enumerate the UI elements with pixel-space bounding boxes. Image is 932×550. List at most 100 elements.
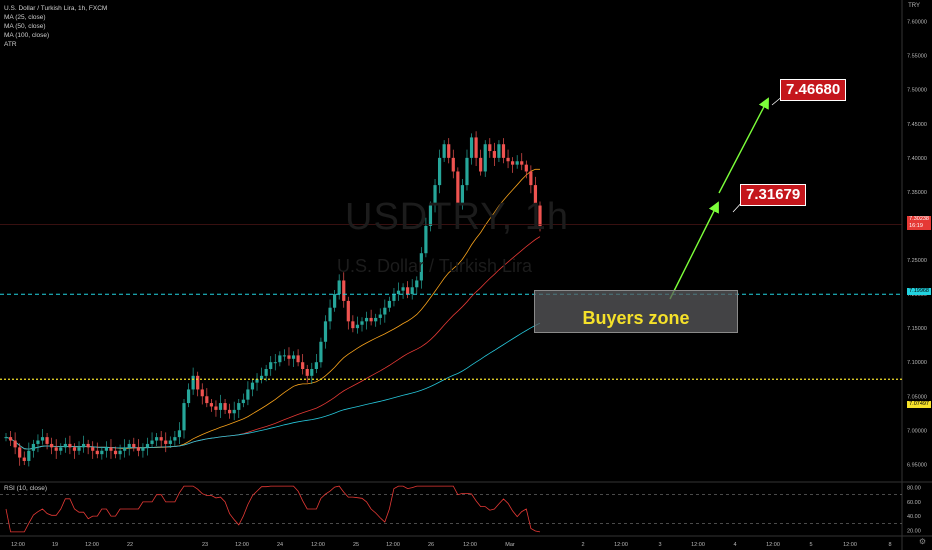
currency-label: TRY <box>908 3 920 9</box>
candle-body <box>337 280 341 295</box>
candle-body <box>54 447 58 451</box>
candle-body <box>442 144 446 158</box>
candle-body <box>186 389 191 404</box>
candle-body <box>282 355 287 357</box>
candle-body <box>182 403 186 431</box>
candle-body <box>269 362 273 370</box>
yellow-level-tag: 7.07497 <box>907 401 931 408</box>
candle-body <box>406 287 410 295</box>
candle-body <box>333 294 337 308</box>
candle-body <box>31 443 35 451</box>
current-price-value: 7.30238 <box>909 216 929 222</box>
candle-body <box>364 317 369 322</box>
candle-body <box>465 157 469 186</box>
candle-body <box>415 280 419 288</box>
candle-body <box>392 294 396 301</box>
candle-body <box>287 355 291 359</box>
rsi-tick-label: 20.00 <box>907 528 921 534</box>
candle-body <box>492 151 496 158</box>
candle-body <box>63 443 67 448</box>
candle-body <box>506 157 510 162</box>
candle-body <box>488 144 492 152</box>
candle-body <box>355 324 360 329</box>
current-price-timer: 16:19 <box>909 223 923 229</box>
candle-body <box>474 137 478 158</box>
candle-body <box>95 450 99 455</box>
x-axis: 12:00 19 12:00 22 23 12:00 24 12:00 25 12:00 26 12:… <box>11 542 891 548</box>
buyers-zone-label: Buyers zone <box>582 308 690 328</box>
legend-ma50: MA (50, close) <box>4 23 46 30</box>
target-callout-1: 7.46680 <box>780 79 847 101</box>
cyan-level-tag: 7.19968 <box>907 288 931 295</box>
x-tick-label: 26 <box>428 542 434 548</box>
candle-body <box>113 450 118 455</box>
chart-legend: U.S. Dollar / Turkish Lira, 1h, FXCM MA … <box>4 4 107 49</box>
rsi-line <box>5 485 541 533</box>
candle-body <box>469 137 474 158</box>
candle-body <box>369 317 373 322</box>
y-tick-label: 7.60000 <box>907 20 927 26</box>
candle-body <box>164 440 168 444</box>
candle-body <box>460 185 465 206</box>
legend-title: U.S. Dollar / Turkish Lira, 1h, FXCM <box>4 5 108 12</box>
x-tick-label: 12:00 <box>843 542 857 548</box>
level-lines <box>0 224 902 380</box>
candle-body <box>437 157 442 186</box>
y-tick-label: 7.40000 <box>907 156 927 162</box>
x-tick-label: 12:00 <box>386 542 400 548</box>
candle-body <box>81 443 86 448</box>
candle-body <box>305 369 309 376</box>
candle-body <box>191 375 195 390</box>
x-tick-label: 12:00 <box>614 542 628 548</box>
x-tick-label: 12:00 <box>691 542 705 548</box>
candle-body <box>301 362 305 370</box>
candle-body <box>59 447 63 451</box>
candle-body <box>241 399 245 404</box>
candle-body <box>36 440 40 444</box>
candle-body <box>118 450 122 455</box>
candle-body <box>4 437 8 439</box>
candle-body <box>218 403 223 410</box>
x-tick-label: 5 <box>809 542 812 548</box>
candle-body <box>296 355 300 363</box>
y-tick-label: 7.35000 <box>907 190 927 196</box>
legend-ma100: MA (100, close) <box>4 32 50 39</box>
candle-body <box>150 440 154 444</box>
candle-body <box>237 403 241 410</box>
y-tick-label: 7.15000 <box>907 326 927 332</box>
x-tick-label: 22 <box>127 542 133 548</box>
candle-body <box>310 369 314 376</box>
candle-body <box>479 157 483 172</box>
candle-body <box>100 450 104 455</box>
rsi-pane: 80.00 60.00 40.00 20.00 <box>0 485 921 534</box>
x-tick-label: 25 <box>353 542 359 548</box>
candle-body <box>250 382 255 390</box>
candle-body <box>209 403 213 407</box>
legend-ma25: MA (25, close) <box>4 14 46 21</box>
candle-body <box>383 307 387 315</box>
candle-body <box>77 447 81 451</box>
candle-body <box>155 437 159 441</box>
candle-body <box>529 171 533 186</box>
x-tick-label: 23 <box>202 542 208 548</box>
candle-body <box>342 280 346 301</box>
y-tick-label: 7.00000 <box>907 428 927 434</box>
candle-body <box>232 409 236 414</box>
candle-body <box>401 287 405 291</box>
candle-body <box>255 379 259 383</box>
candle-body <box>223 403 227 410</box>
x-tick-label: 12:00 <box>235 542 249 548</box>
rsi-tick-label: 40.00 <box>907 514 921 520</box>
candle-body <box>205 396 209 404</box>
candle-body <box>177 430 182 438</box>
target-arrow-1 <box>669 201 719 300</box>
candle-body <box>72 447 77 451</box>
settings-gear-icon[interactable]: ⚙ <box>918 537 926 546</box>
y-tick-label: 7.05000 <box>907 394 927 400</box>
candle-body <box>428 205 433 226</box>
candle-body <box>360 321 364 325</box>
candle-body <box>387 300 391 308</box>
candle-body <box>214 406 218 410</box>
candle-body <box>328 307 332 322</box>
candle-body <box>123 447 127 451</box>
